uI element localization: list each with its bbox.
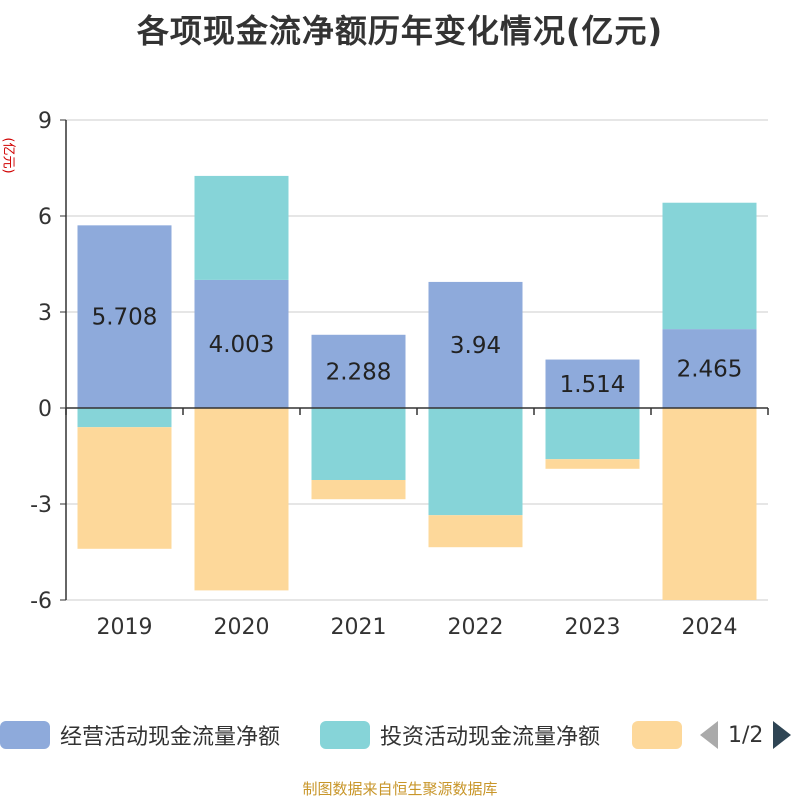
bar-2020-经营活动现金流量净额 <box>194 279 289 408</box>
data-source-note: 制图数据来自恒生聚源数据库 <box>302 780 498 798</box>
bar-2021-筹资活动现金流量净额 <box>311 480 406 500</box>
bar-2022-投资活动现金流量净额 <box>428 408 523 516</box>
data-label-2023: 1.514 <box>560 372 626 398</box>
y-tick-label: 9 <box>38 109 52 134</box>
legend-item-investing[interactable]: 投资活动现金流量净额 <box>320 720 600 750</box>
bar-2022-筹资活动现金流量净额 <box>428 515 523 548</box>
x-tick-label-2020: 2020 <box>214 615 270 640</box>
y-tick-label: 3 <box>38 301 52 326</box>
bar-2024-投资活动现金流量净额 <box>662 202 757 330</box>
x-tick-label-2021: 2021 <box>331 615 387 640</box>
legend-swatch-investing <box>320 721 370 749</box>
data-label-2022: 3.94 <box>450 333 501 359</box>
data-label-2020: 4.003 <box>209 332 275 358</box>
bar-2019-筹资活动现金流量净额 <box>77 427 172 549</box>
pager-page-text: 1/2 <box>728 722 764 748</box>
data-label-2021: 2.288 <box>326 359 392 385</box>
y-tick-label: 0 <box>38 397 52 422</box>
bar-2023-经营活动现金流量净额 <box>545 359 640 408</box>
pager-next-arrow-icon[interactable] <box>773 721 792 749</box>
bar-2021-投资活动现金流量净额 <box>311 408 406 480</box>
bar-2019-投资活动现金流量净额 <box>77 408 172 428</box>
bar-2024-筹资活动现金流量净额 <box>662 408 757 600</box>
bar-2022-经营活动现金流量净额 <box>428 281 523 408</box>
x-tick-label-2022: 2022 <box>448 615 504 640</box>
legend-pager: 1/2 <box>700 720 792 750</box>
bar-2024-经营活动现金流量净额 <box>662 329 757 408</box>
stacked-bar-chart: 9 6 3 0 -3 -6 5.708 2019 4.003 2020 2.288 2021 3.94 2… <box>30 109 769 640</box>
x-tick-label-2024: 2024 <box>682 615 738 640</box>
legend: 经营活动现金流量净额 投资活动现金流量净额 1/2 <box>0 714 800 758</box>
bar-2019-经营活动现金流量净额 <box>77 225 172 408</box>
legend-label-operating: 经营活动现金流量净额 <box>60 725 281 750</box>
y-tick-label: 6 <box>38 205 52 230</box>
bar-2021-经营活动现金流量净额 <box>311 334 406 408</box>
bar-2023-筹资活动现金流量净额 <box>545 459 640 469</box>
bar-2020-投资活动现金流量净额 <box>194 175 289 280</box>
data-label-2019: 5.708 <box>92 305 158 331</box>
legend-swatch-financing <box>632 721 682 749</box>
legend-label-investing: 投资活动现金流量净额 <box>380 725 601 750</box>
y-tick-label: -6 <box>30 589 52 614</box>
chart-title: 各项现金流净额历年变化情况(亿元) <box>136 12 664 50</box>
legend-item-financing[interactable] <box>632 720 682 750</box>
legend-item-operating[interactable]: 经营活动现金流量净额 <box>0 720 280 750</box>
legend-swatch-operating <box>0 721 50 749</box>
y-tick-label: -3 <box>30 493 52 518</box>
data-label-2024: 2.465 <box>677 357 743 383</box>
x-tick-label-2019: 2019 <box>97 615 153 640</box>
pager-prev-arrow-icon[interactable] <box>700 721 718 749</box>
bar-2020-筹资活动现金流量净额 <box>194 408 289 591</box>
bar-2023-投资活动现金流量净额 <box>545 408 640 460</box>
x-tick-label-2023: 2023 <box>565 615 621 640</box>
